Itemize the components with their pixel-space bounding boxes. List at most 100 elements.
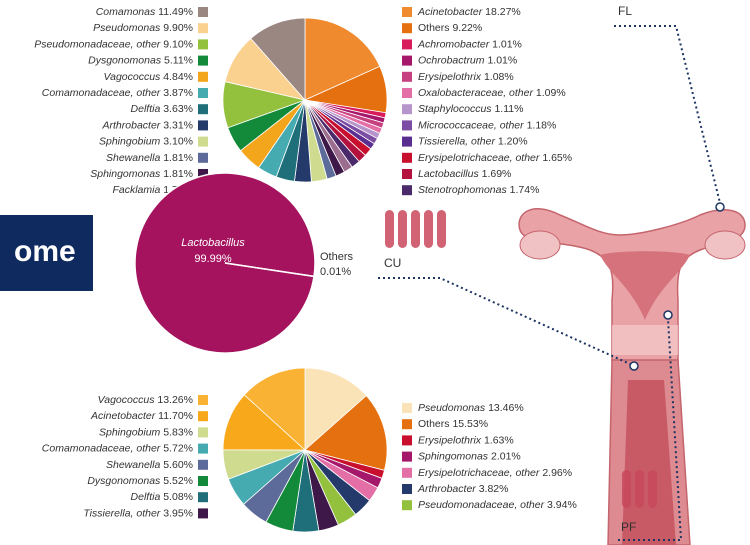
legend-label: Comamonas xyxy=(96,6,156,18)
legend-value: 2.96% xyxy=(542,467,572,479)
legend-value: 1.63% xyxy=(484,434,514,446)
legend-swatch xyxy=(198,55,208,66)
legend-entry: Arthrobacter 3.82% xyxy=(417,483,508,495)
legend-label: Lactobacillus xyxy=(418,168,479,180)
legend-entry: Others 9.22% xyxy=(418,22,482,34)
bacteria-icon-pf xyxy=(622,470,657,508)
chart-title: CU xyxy=(384,256,401,270)
legend-swatch xyxy=(402,403,412,413)
cervix xyxy=(612,325,678,355)
legend-value: 13.46% xyxy=(488,402,524,414)
legend-label: Pseudomonadaceae, other xyxy=(34,38,161,50)
legend-label: Sphingomonas xyxy=(418,450,489,462)
legend-label: Facklamia xyxy=(112,184,160,196)
legend-entry: Staphylococcus 1.11% xyxy=(418,103,523,115)
legend-label: Erysipelothrix xyxy=(418,71,482,83)
legend-label: Others xyxy=(418,418,450,430)
legend-swatch xyxy=(402,484,412,494)
legend-swatch xyxy=(198,23,208,34)
legend-entry: Delftia 5.08% xyxy=(131,491,193,503)
slice-label: Others xyxy=(320,251,354,263)
legend-entry: Oxalobacteraceae, other 1.09% xyxy=(418,87,566,99)
legend-entry: Acinetobacter 11.70% xyxy=(90,410,193,422)
legend-swatch xyxy=(402,451,412,462)
legend-value: 1.81% xyxy=(163,152,193,164)
legend-swatch xyxy=(198,39,208,50)
legend-entry: Stenotrophomonas 1.74% xyxy=(418,184,539,196)
legend-value: 1.11% xyxy=(494,103,523,115)
legend-value: 2.01% xyxy=(491,450,521,462)
legend-label: Erysipelotrichaceae, other xyxy=(418,467,540,479)
legend-label: Tissierella, other xyxy=(83,507,160,519)
legend-value: 5.72% xyxy=(163,442,193,454)
legend-value: 5.83% xyxy=(163,426,193,438)
legend-entry: Comamonadaceae, other 5.72% xyxy=(42,442,193,454)
legend-value: 1.09% xyxy=(536,87,566,99)
legend-value: 13.26% xyxy=(157,394,193,406)
legend-entry: Erysipelotrichaceae, other 1.65% xyxy=(418,152,572,164)
legend-label: Erysipelothrix xyxy=(418,434,482,446)
uterus-illustration xyxy=(518,202,746,545)
legend-value: 5.08% xyxy=(163,491,193,503)
legend-swatch xyxy=(402,7,412,17)
slice-label: Lactobacillus xyxy=(181,237,245,249)
legend-value: 1.18% xyxy=(527,119,557,131)
legend-label: Oxalobacteraceae, other xyxy=(418,87,533,99)
legend-swatch xyxy=(198,492,208,503)
legend-value: 1.08% xyxy=(484,71,514,83)
legend-entry: Acinetobacter 18.27% xyxy=(417,6,521,18)
legend-label: Comamonadaceae, other xyxy=(42,442,161,454)
legend-swatch xyxy=(402,419,412,430)
ovary-right xyxy=(704,230,746,260)
legend-value: 3.10% xyxy=(163,135,193,147)
legend-value: 3.31% xyxy=(163,119,193,131)
legend-swatch xyxy=(402,55,412,66)
legend-swatch xyxy=(402,23,412,34)
legend-value: 9.22% xyxy=(452,22,482,34)
chart-title: FL xyxy=(618,4,632,18)
site-cu xyxy=(629,361,639,371)
legend-swatch xyxy=(198,88,208,98)
legend-label: Others xyxy=(418,22,450,34)
legend-swatch xyxy=(402,88,412,98)
legend-entry: Vagococcus 4.84% xyxy=(103,71,193,83)
legend-swatch xyxy=(198,136,208,147)
legend-entry: Lactobacillus 1.69% xyxy=(418,168,511,180)
legend-swatch xyxy=(198,427,208,438)
legend-label: Pseudomonadaceae, other xyxy=(418,499,545,511)
legend-swatch xyxy=(402,120,412,131)
legend-value: 3.87% xyxy=(163,87,193,99)
legend-label: Ochrobactrum xyxy=(418,54,485,66)
slice-value: 99.99% xyxy=(194,253,232,265)
legend-value: 9.10% xyxy=(163,38,193,50)
legend-value: 3.82% xyxy=(479,483,509,495)
legend-swatch xyxy=(402,500,412,511)
site-fl xyxy=(715,202,725,212)
legend-label: Vagococcus xyxy=(98,394,156,406)
legend-entry: Delftia 3.63% xyxy=(131,103,193,115)
legend-entry: Erysipelothrix 1.08% xyxy=(418,71,514,83)
legend-label: Sphingobium xyxy=(99,135,161,147)
legend-value: 9.90% xyxy=(163,22,193,34)
legend-label: Erysipelotrichaceae, other xyxy=(418,152,540,164)
legend-value: 1.01% xyxy=(487,54,517,66)
legend-swatch xyxy=(402,71,412,82)
legend-entry: Others 15.53% xyxy=(418,418,488,430)
pie-slice xyxy=(304,17,381,101)
legend-label: Dysgonomonas xyxy=(87,475,161,487)
ovary-left xyxy=(519,230,561,260)
legend-swatch xyxy=(402,467,412,478)
legend-entry: Sphingobium 5.83% xyxy=(99,426,193,438)
legend-entry: Sphingomonas 1.81% xyxy=(90,168,193,180)
legend-label: Staphylococcus xyxy=(418,103,492,115)
legend-swatch xyxy=(198,169,208,179)
legend-swatch xyxy=(402,104,412,115)
legend-entry: Tissierella, other 3.95% xyxy=(83,507,193,519)
pie-slice xyxy=(243,367,306,451)
legend-swatch xyxy=(198,411,208,422)
legend-entry: Comamonas 11.49% xyxy=(96,6,193,18)
chart-title: PF xyxy=(621,520,636,534)
legend-value: 3.63% xyxy=(163,103,193,115)
legend-label: Stenotrophomonas xyxy=(418,184,507,196)
